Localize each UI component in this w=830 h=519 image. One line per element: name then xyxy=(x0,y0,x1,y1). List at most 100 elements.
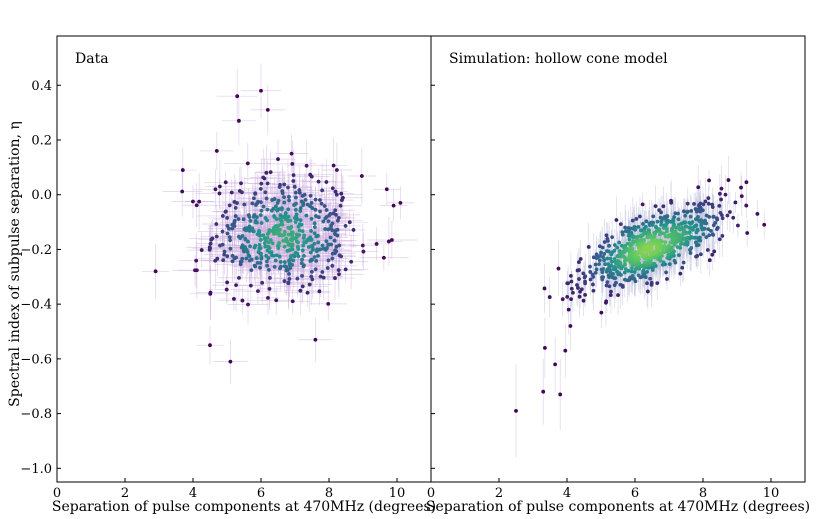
scatter-point xyxy=(717,191,722,196)
scatter-point xyxy=(217,191,222,196)
scatter-point xyxy=(248,244,252,249)
scatter-point xyxy=(707,233,712,238)
scatter-point xyxy=(224,287,229,292)
scatter-point xyxy=(676,222,681,227)
scatter-point xyxy=(326,219,331,224)
scatter-point xyxy=(295,276,300,281)
scatter-point xyxy=(569,279,574,284)
scatter-point xyxy=(661,204,666,209)
scatter-point xyxy=(301,203,306,208)
scatter-point xyxy=(630,246,634,251)
scatter-point xyxy=(267,276,272,280)
scatter-point xyxy=(579,287,584,292)
scatter-point xyxy=(214,222,219,226)
scatter-point xyxy=(583,279,587,284)
scatter-point xyxy=(645,247,650,252)
scatter-point xyxy=(261,204,266,209)
scatter-point xyxy=(277,185,282,189)
scatter-point xyxy=(649,246,654,251)
scatter-point xyxy=(232,220,237,225)
scatter-point xyxy=(602,240,607,244)
scatter-point xyxy=(214,149,219,153)
scatter-point xyxy=(725,213,730,218)
scatter-point xyxy=(710,252,715,257)
scatter-point xyxy=(304,163,309,168)
scatter-point xyxy=(575,283,579,287)
scatter-point xyxy=(291,253,296,258)
scatter-point xyxy=(282,279,287,283)
scatter-point xyxy=(630,273,635,278)
scatter-point xyxy=(597,258,602,263)
scatter-point xyxy=(250,226,255,231)
scatter-point xyxy=(576,286,580,290)
scatter-point xyxy=(302,240,307,244)
scatter-point xyxy=(330,256,335,261)
scatter-point xyxy=(286,185,290,190)
scatter-point xyxy=(325,266,330,270)
scatter-point xyxy=(618,222,623,227)
scatter-point xyxy=(606,249,611,254)
scatter-point xyxy=(310,243,314,248)
scatter-point xyxy=(194,258,199,263)
scatter-point xyxy=(340,198,344,202)
scatter-point xyxy=(298,209,303,213)
scatter-point xyxy=(312,225,317,230)
scatter-point xyxy=(312,221,317,226)
scatter-point xyxy=(317,215,321,220)
scatter-point xyxy=(253,191,258,196)
scatter-point xyxy=(234,283,238,287)
scatter-point xyxy=(229,190,234,195)
scatter-point xyxy=(599,250,603,255)
scatter-point xyxy=(593,270,598,275)
scatter-point xyxy=(222,249,227,254)
scatter-point xyxy=(335,218,340,223)
scatter-point xyxy=(306,245,311,249)
scatter-point xyxy=(318,274,323,279)
scatter-point xyxy=(657,229,662,234)
scatter-point xyxy=(627,237,632,242)
scatter-point xyxy=(608,293,613,298)
scatter-point xyxy=(588,264,592,269)
scatter-point xyxy=(609,252,614,257)
scatter-point xyxy=(314,234,319,239)
scatter-point xyxy=(280,191,285,196)
scatter-point xyxy=(681,209,686,214)
scatter-point xyxy=(267,286,272,291)
scatter-point xyxy=(307,282,312,287)
scatter-point xyxy=(319,201,324,206)
scatter-point xyxy=(659,222,664,227)
scatter-point xyxy=(258,265,262,270)
panel-title-data: Data xyxy=(75,51,109,67)
scatter-point xyxy=(194,268,199,273)
frame-simulation xyxy=(430,35,806,483)
scatter-point xyxy=(661,260,666,265)
scatter-point xyxy=(648,276,653,281)
scatter-point xyxy=(683,224,688,229)
scatter-point xyxy=(337,272,341,277)
scatter-point xyxy=(286,219,291,224)
scatter-point xyxy=(309,257,314,262)
scatter-point xyxy=(615,245,620,250)
scatter-point xyxy=(249,268,254,273)
scatter-point xyxy=(264,196,269,201)
scatter-point xyxy=(739,185,743,190)
scatter-point xyxy=(640,247,645,252)
scatter-point xyxy=(623,262,627,267)
scatter-point xyxy=(274,217,279,222)
scatter-point xyxy=(271,253,276,258)
scatter-point xyxy=(290,247,295,252)
scatter-point xyxy=(232,224,237,228)
scatter-point xyxy=(556,266,561,271)
scatter-point xyxy=(661,226,666,230)
scatter-point xyxy=(641,221,645,226)
scatter-point xyxy=(313,197,318,202)
scatter-point xyxy=(265,207,270,212)
scatter-point xyxy=(593,262,598,267)
scatter-point xyxy=(258,261,263,265)
scatter-point xyxy=(663,234,668,239)
scatter-point xyxy=(688,214,693,219)
scatter-point xyxy=(292,203,296,208)
scatter-point xyxy=(640,274,645,279)
scatter-point xyxy=(243,245,247,250)
scatter-point xyxy=(736,223,740,228)
